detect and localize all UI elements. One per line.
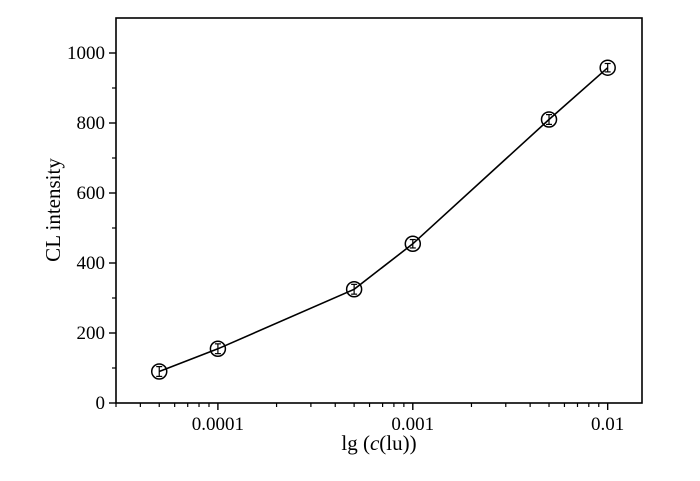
y-axis-ticks: 0 200 400 600 800 1000 (67, 43, 116, 414)
y-tick-label: 200 (77, 323, 106, 344)
y-tick-label: 600 (77, 183, 106, 204)
x-axis-label: lg (c(lu)) (341, 431, 416, 455)
x-tick-label: 0.001 (391, 414, 434, 435)
series-line (158, 67, 609, 373)
y-tick-label: 1000 (67, 43, 105, 64)
y-tick-label: 400 (77, 253, 106, 274)
data-point-marker (540, 111, 558, 128)
y-tick-label: 0 (96, 393, 106, 414)
data-point-marker (209, 340, 227, 357)
y-axis-label: CL intensity (41, 158, 65, 262)
data-point-marker (404, 235, 422, 252)
x-tick-label: 0.0001 (192, 414, 244, 435)
y-tick-label: 800 (77, 113, 106, 134)
data-series (150, 59, 616, 380)
x-axis-ticks: 0.0001 0.001 0.01 (115, 403, 624, 435)
x-tick-label: 0.01 (591, 414, 624, 435)
data-point-marker (345, 281, 363, 298)
plot-frame (115, 17, 643, 404)
data-point-marker (150, 363, 168, 380)
data-point-marker (599, 59, 616, 76)
